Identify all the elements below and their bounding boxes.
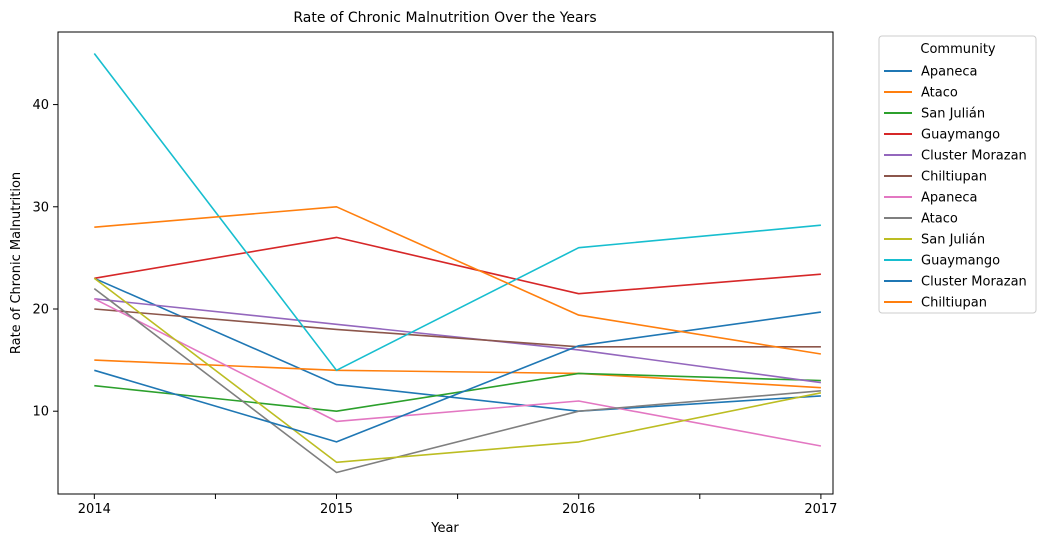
series-line-9 — [93, 53, 821, 372]
legend-entry-label: Apaneca — [921, 65, 977, 80]
y-tick-label: 20 — [32, 302, 49, 317]
legend-items: Apaneca Ataco San Julián Guaymango Cluster M… — [884, 65, 1027, 311]
x-tick-label: 2017 — [804, 502, 837, 517]
legend-entry-label: Cluster Morazan — [921, 275, 1027, 290]
legend-entry-label: Guaymango — [921, 128, 1000, 143]
plot-lines — [93, 53, 822, 474]
y-axis: 10 20 30 40 — [32, 98, 58, 420]
series-line-7 — [93, 287, 821, 474]
series-line-6 — [93, 298, 822, 447]
x-axis-label: Year — [430, 521, 459, 536]
x-tick-label: 2016 — [562, 502, 595, 517]
y-tick-label: 40 — [32, 98, 49, 113]
y-tick-label: 30 — [32, 200, 49, 215]
legend-entry-label: Ataco — [921, 86, 958, 101]
series-line-5 — [94, 308, 821, 348]
legend-entry-label: San Julián — [921, 233, 985, 248]
chart-title: Rate of Chronic Malnutrition Over the Ye… — [293, 10, 596, 26]
y-tick-label: 10 — [32, 405, 49, 420]
legend-entry-label: Chiltiupan — [921, 170, 987, 185]
series-line-4 — [94, 298, 822, 384]
x-axis: 2014 2015 2016 2017 — [78, 494, 837, 517]
x-tick-label: 2014 — [78, 502, 111, 517]
legend-entry-label: San Julián — [921, 107, 985, 122]
series-line-8 — [93, 277, 822, 464]
legend-title: Community — [920, 42, 996, 57]
series-line-3 — [94, 236, 821, 295]
series-line-11 — [94, 206, 822, 355]
legend: Community Apaneca Ataco San Julián Guaymang… — [878, 35, 1037, 314]
series-line-1 — [94, 359, 821, 389]
x-tick-label: 2015 — [320, 502, 353, 517]
legend-entry-label: Cluster Morazan — [921, 149, 1027, 164]
legend-entry-label: Chiltiupan — [921, 296, 987, 311]
series-line-2 — [94, 372, 821, 413]
plot-frame — [57, 31, 834, 495]
legend-entry-label: Ataco — [921, 212, 958, 227]
legend-entry-label: Apaneca — [921, 191, 977, 206]
y-axis-label: Rate of Chronic Malnutrition — [9, 172, 24, 354]
legend-box — [878, 35, 1037, 314]
series-line-10 — [94, 311, 822, 443]
series-line-0 — [93, 277, 821, 413]
legend-entry-label: Guaymango — [921, 254, 1000, 269]
